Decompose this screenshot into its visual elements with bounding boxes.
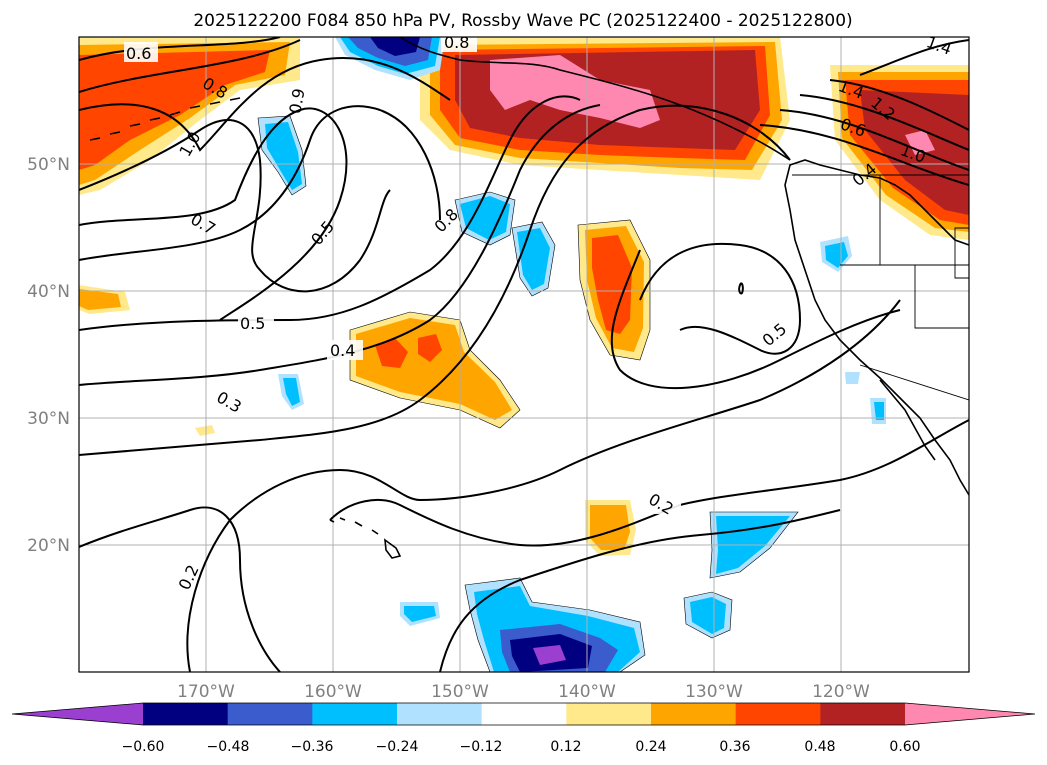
colorbar-tick-label: −0.48 <box>207 739 250 755</box>
colorbar: −0.60 −0.48 −0.36 −0.24 −0.12 0.12 0.24 … <box>11 702 1036 755</box>
contour-label: 0.9 <box>285 87 308 115</box>
contour-label-patches <box>124 37 796 514</box>
gridlines <box>79 37 969 672</box>
colorbar-tick-label: 0.36 <box>719 739 750 755</box>
colorbar-outline <box>11 702 1036 726</box>
colorbar-segment <box>312 703 398 725</box>
lon-label-140w: 140°W <box>558 682 616 702</box>
lon-label-160w: 160°W <box>304 682 362 702</box>
colorbar-tick-label: −0.24 <box>376 739 419 755</box>
colorbar-tick-label: −0.12 <box>460 739 503 755</box>
colorbar-tick-labels: −0.60 −0.48 −0.36 −0.24 −0.12 0.12 0.24 … <box>122 739 921 755</box>
lat-label-50n: 50°N <box>27 155 70 175</box>
pv-shading-purple <box>533 645 566 665</box>
colorbar-tick-label: −0.60 <box>122 739 165 755</box>
colorbar-segment <box>481 703 567 725</box>
chart-title: 2025122200 F084 850 hPa PV, Rossby Wave … <box>193 11 852 31</box>
contour-label: 0.4 <box>330 341 355 360</box>
colorbar-extend-high <box>905 703 1035 725</box>
colorbar-tick-label: 0.12 <box>550 739 581 755</box>
colorbar-segment <box>143 703 229 725</box>
shading-outlines <box>257 115 799 672</box>
state-borders <box>792 174 969 401</box>
colorbar-segments <box>12 703 1035 725</box>
lon-label-170w: 170°W <box>177 682 235 702</box>
colorbar-extend-low <box>12 703 143 725</box>
colorbar-tick-label: 0.24 <box>635 739 666 755</box>
colorbar-segment <box>566 703 652 725</box>
contour-label: 0.8 <box>444 33 469 52</box>
longitude-labels: 170°W 160°W 150°W 140°W 130°W 120°W <box>177 682 870 702</box>
contour-label: 0.6 <box>126 44 151 63</box>
contour-label: 0.5 <box>240 314 265 333</box>
colorbar-segment <box>735 703 821 725</box>
map-panel: 0.6 0.8 1.0 0.7 0.9 0.5 0.8 0.8 0.5 0.4 … <box>27 32 970 702</box>
colorbar-segment <box>820 703 906 725</box>
lon-label-130w: 130°W <box>685 682 743 702</box>
lat-label-30n: 30°N <box>27 409 70 429</box>
colorbar-tick-label: 0.48 <box>804 739 835 755</box>
lat-label-20n: 20°N <box>27 536 70 556</box>
lat-label-40n: 40°N <box>27 282 70 302</box>
colorbar-tick-label: 0.60 <box>889 739 920 755</box>
colorbar-tick-label: −0.36 <box>291 739 334 755</box>
lon-label-120w: 120°W <box>812 682 870 702</box>
lon-label-150w: 150°W <box>431 682 489 702</box>
latitude-labels: 50°N 40°N 30°N 20°N <box>27 155 70 556</box>
colorbar-segment <box>397 703 483 725</box>
map-frame <box>78 36 970 673</box>
pv-contours <box>79 37 969 672</box>
coastlines <box>89 37 969 559</box>
colorbar-segment <box>651 703 737 725</box>
colorbar-segment <box>227 703 313 725</box>
